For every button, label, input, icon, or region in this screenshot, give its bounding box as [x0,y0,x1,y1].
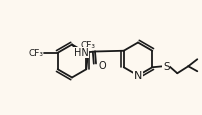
Text: CF₃: CF₃ [81,41,96,50]
Text: CF₃: CF₃ [28,49,43,58]
Text: S: S [163,62,170,72]
Text: O: O [98,61,106,71]
Text: N: N [134,71,142,81]
Text: HN: HN [74,48,88,58]
